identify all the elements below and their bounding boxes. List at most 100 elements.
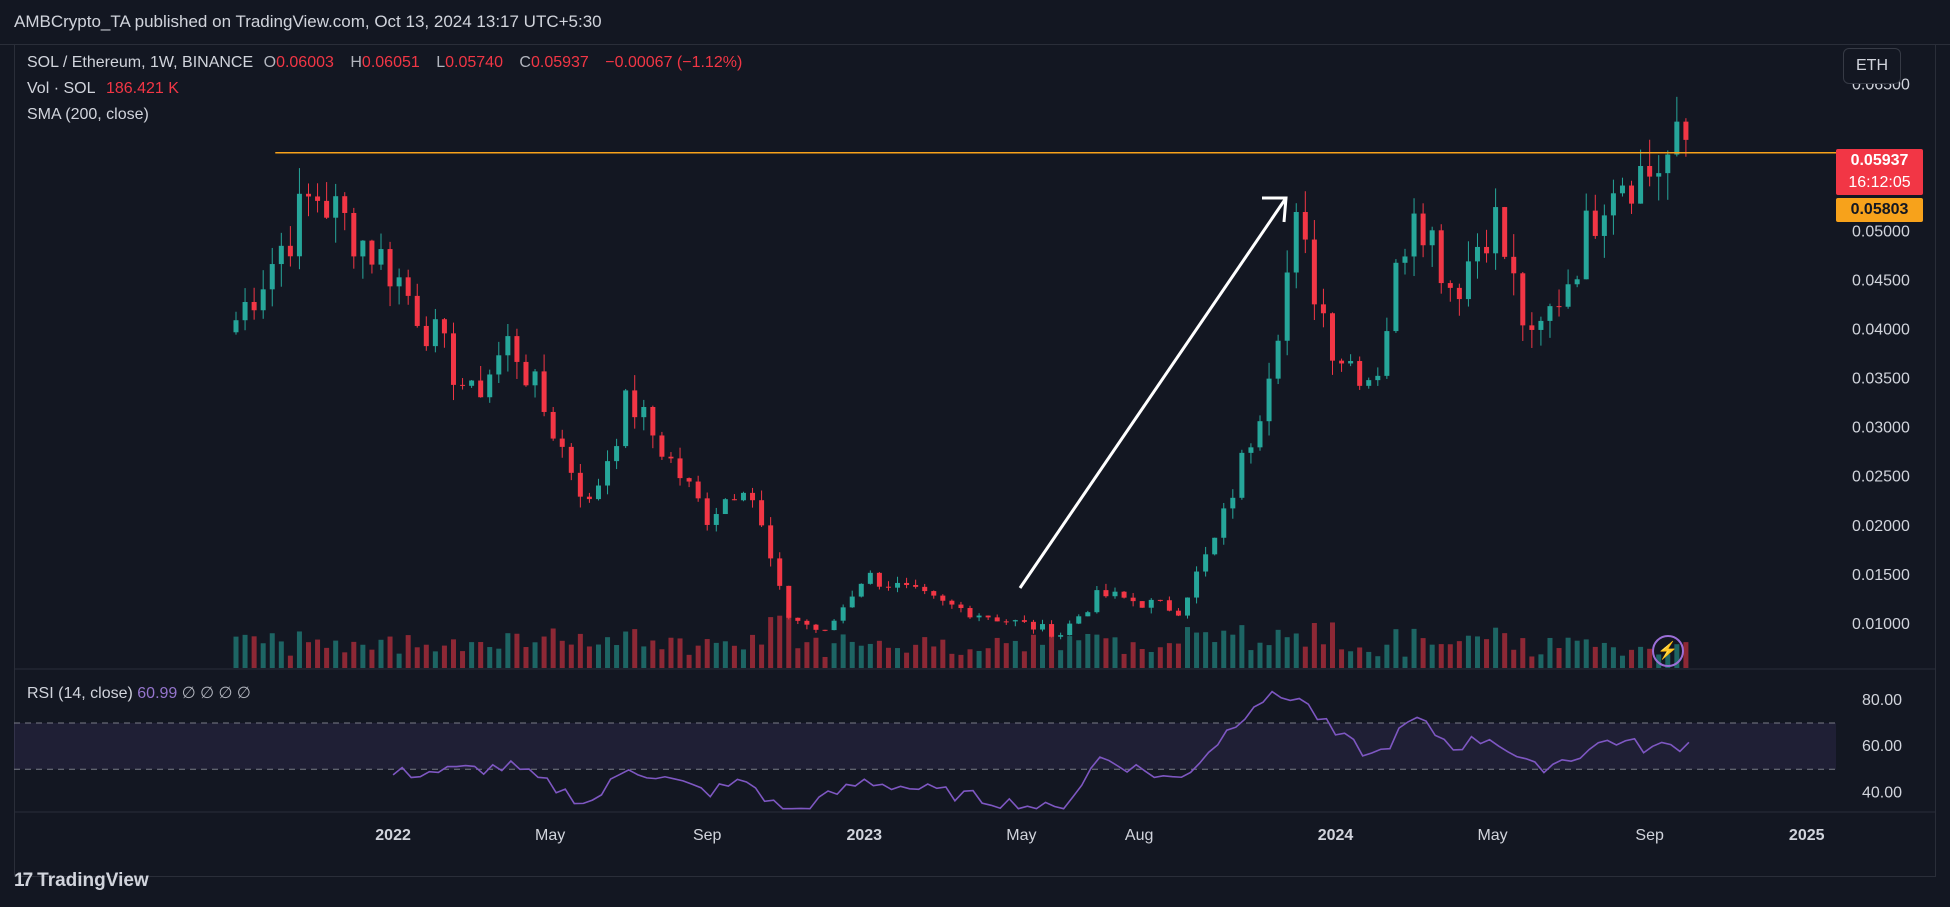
volume-bar: [1185, 627, 1191, 668]
candle-body: [1329, 313, 1335, 361]
candle-body: [1348, 361, 1354, 364]
candle-body: [233, 320, 239, 333]
candle-body: [586, 496, 592, 500]
volume-bar: [568, 644, 574, 668]
volume-bar: [967, 649, 973, 668]
y-tick-label: 0.02500: [1852, 469, 1910, 486]
candle-body: [505, 336, 511, 356]
candle-body: [605, 461, 611, 486]
volume-bar: [441, 645, 447, 668]
candle-body: [695, 481, 701, 499]
volume-bar: [1484, 639, 1490, 668]
volume-bar: [976, 650, 982, 668]
candle-body: [1248, 447, 1254, 453]
volume-bar: [450, 639, 456, 668]
rsi-legend[interactable]: RSI (14, close) 60.99 ∅ ∅ ∅ ∅: [27, 683, 251, 703]
volume-bar: [1520, 638, 1526, 668]
candle-body: [1302, 212, 1308, 240]
candle-body: [1665, 154, 1671, 174]
volume-bar: [940, 639, 946, 668]
volume-bar: [278, 641, 284, 668]
candle-body: [1520, 273, 1526, 326]
candle-body: [478, 380, 484, 398]
volume-bar: [1529, 656, 1535, 668]
rsi-tick-label: 80.00: [1862, 692, 1902, 709]
candle-body: [931, 591, 937, 596]
candle-body: [514, 336, 520, 362]
candle-body: [1393, 262, 1399, 332]
volume-bar: [1647, 648, 1653, 668]
x-tick-label: Sep: [1635, 827, 1664, 844]
sma-legend[interactable]: SMA (200, close): [27, 106, 155, 124]
candle-body: [885, 586, 891, 588]
candle-body: [1511, 256, 1517, 274]
candle-body: [949, 600, 955, 605]
candle-body: [1040, 624, 1046, 630]
candle-body: [1610, 193, 1616, 216]
volume-bar: [1302, 646, 1308, 668]
candle-body: [577, 472, 583, 497]
candle-body: [876, 572, 882, 587]
volume-bar: [1683, 642, 1689, 668]
candle-body: [641, 406, 647, 418]
volume-bar: [904, 652, 910, 668]
candle-body: [1656, 173, 1662, 177]
volume-bar: [559, 640, 565, 668]
currency-button[interactable]: ETH: [1843, 48, 1901, 84]
candle-body: [296, 193, 302, 257]
candle-body: [813, 624, 819, 630]
lightning-icon[interactable]: ⚡: [1652, 635, 1684, 667]
volume-bar: [1357, 647, 1363, 668]
candle-body: [1121, 591, 1127, 598]
candle-body: [387, 249, 393, 287]
publisher-text: AMBCrypto_TA published on TradingView.co…: [14, 12, 602, 31]
candle-body: [895, 582, 901, 588]
candle-body: [750, 492, 756, 501]
volume-bar: [242, 634, 248, 668]
volume-bar: [369, 649, 375, 668]
symbol-label[interactable]: SOL / Ethereum, 1W, BINANCE: [27, 54, 254, 71]
candle-body: [523, 361, 529, 386]
candle-body: [967, 608, 973, 618]
candle-body: [1556, 306, 1562, 308]
open-value: O0.06003: [263, 54, 334, 71]
volume-bar: [1221, 630, 1227, 668]
candle-body: [242, 302, 248, 321]
candle-body: [1203, 554, 1209, 572]
volume-bar: [496, 648, 502, 668]
volume-bar: [1175, 643, 1181, 668]
x-tick-label: 2022: [375, 827, 411, 844]
volume-bar: [713, 642, 719, 668]
volume-bar: [1420, 638, 1426, 668]
candle-body: [541, 371, 547, 412]
volume-bar: [1610, 647, 1616, 668]
volume-bar: [722, 641, 728, 668]
volume-bar: [1320, 644, 1326, 668]
candle-body: [1565, 284, 1571, 307]
tradingview-brand[interactable]: 17 TradingView: [14, 870, 149, 892]
volume-bar: [1456, 641, 1462, 668]
candle-body: [1601, 215, 1607, 236]
volume-bar: [1429, 644, 1435, 668]
candle-body: [1139, 601, 1145, 608]
volume-bar: [414, 647, 420, 668]
candle-body: [1067, 623, 1073, 636]
candle-body: [677, 458, 683, 479]
volume-bar: [523, 647, 529, 668]
candle-body: [740, 492, 746, 501]
candle-body: [1076, 616, 1082, 624]
last-price-value: 0.05937: [1850, 152, 1909, 169]
volume-legend[interactable]: Vol · SOL 186.421 K: [27, 80, 185, 98]
rsi-extra: ∅ ∅ ∅ ∅: [181, 685, 251, 702]
chart-frame: [14, 44, 1936, 877]
volume-bar: [423, 644, 429, 668]
volume-bar: [387, 636, 393, 668]
candle-body: [1420, 213, 1426, 246]
volume-bar: [704, 639, 710, 668]
candle-body: [487, 374, 493, 398]
volume-bar: [985, 648, 991, 668]
candle-body: [333, 196, 339, 218]
y-tick-label: 0.03000: [1852, 420, 1910, 437]
volume-bar: [269, 633, 275, 668]
